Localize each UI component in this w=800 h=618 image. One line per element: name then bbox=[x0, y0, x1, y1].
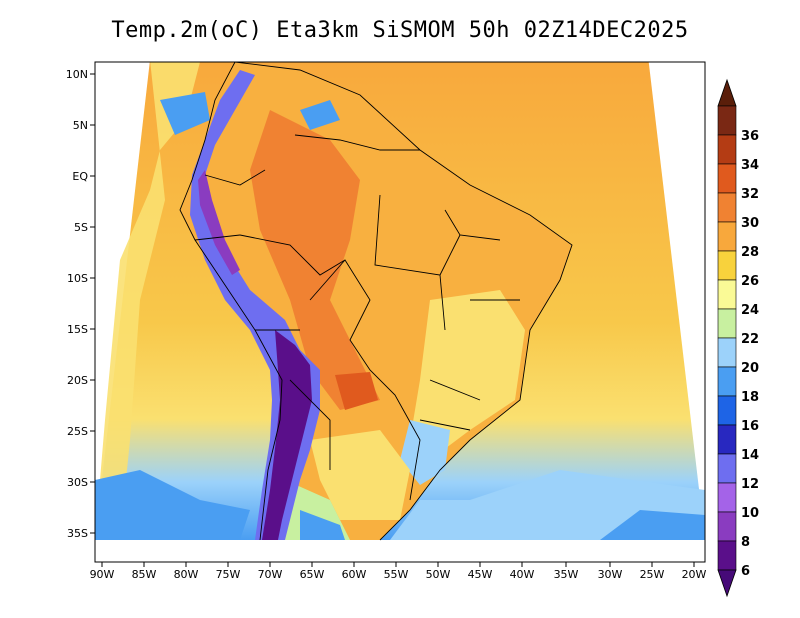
chaco-hot-spot bbox=[335, 372, 378, 410]
colorbar-segment bbox=[717, 163, 737, 194]
pacific-cold-patch bbox=[160, 92, 210, 135]
andes-north-core bbox=[198, 170, 240, 275]
colorbar-level-label: 28 bbox=[741, 245, 759, 260]
lat-label: 15S bbox=[67, 323, 88, 336]
pampas-mild bbox=[310, 430, 410, 520]
temperature-field bbox=[95, 62, 705, 540]
state-borders bbox=[309, 194, 520, 431]
colorbar-level-label: 34 bbox=[741, 158, 759, 173]
colorbar-segment bbox=[717, 482, 737, 513]
colorbar-level-label: 6 bbox=[741, 564, 750, 579]
lon-label: 35W bbox=[554, 568, 579, 581]
andean-borders bbox=[194, 169, 331, 470]
lon-label: 70W bbox=[258, 568, 283, 581]
colorbar-segment bbox=[717, 308, 737, 339]
lat-label: EQ bbox=[72, 170, 88, 183]
colorbar-segment bbox=[717, 134, 737, 165]
lon-label: 50W bbox=[426, 568, 451, 581]
brazil-east-cooler bbox=[410, 290, 525, 460]
colorbar-segment bbox=[717, 453, 737, 484]
lat-label: 5N bbox=[73, 119, 88, 132]
andes-coldest-core bbox=[262, 330, 312, 540]
guiana-cool-patch bbox=[300, 100, 340, 130]
colorbar: 6 8 10 12 14 16 18 20 22 24 26 28 30 32 34 36 bbox=[717, 78, 759, 598]
longitude-axis: 90W 85W 80W 75W 70W 65W 60W 55W 50W 45W … bbox=[90, 562, 707, 581]
lat-label: 10S bbox=[67, 272, 88, 285]
colorbar-level-label: 20 bbox=[741, 361, 759, 376]
map-frame bbox=[94, 61, 706, 563]
lon-label: 65W bbox=[300, 568, 325, 581]
southeast-brazil-cool bbox=[400, 420, 450, 485]
lon-label: 75W bbox=[216, 568, 241, 581]
country-borders bbox=[179, 62, 573, 541]
colorbar-segment bbox=[717, 511, 737, 542]
colorbar-level-label: 24 bbox=[741, 303, 759, 318]
colorbar-level-label: 26 bbox=[741, 274, 759, 289]
lon-label: 55W bbox=[384, 568, 409, 581]
colorbar-segment bbox=[717, 540, 737, 571]
patagonia-cold bbox=[300, 510, 345, 540]
lat-label: 25S bbox=[67, 425, 88, 438]
lat-label: 10N bbox=[66, 68, 88, 81]
pacific-cool-region bbox=[95, 62, 200, 540]
lat-label: 20S bbox=[67, 374, 88, 387]
colorbar-level-label: 10 bbox=[741, 506, 759, 521]
colorbar-level-label: 14 bbox=[741, 448, 759, 463]
lon-label: 25W bbox=[640, 568, 665, 581]
colorbar-top-arrow bbox=[717, 78, 737, 107]
colorbar-level-label: 12 bbox=[741, 477, 759, 492]
coastline bbox=[179, 62, 573, 541]
latitude-axis: 10N 5N EQ 5S 10S 15S 20S 25S 30S 35S bbox=[66, 68, 95, 540]
colorbar-level-label: 36 bbox=[741, 129, 759, 144]
map-title: Temp.2m(oC) Eta3km SiSMOM 50h 02Z14DEC20… bbox=[111, 18, 689, 43]
lon-label: 80W bbox=[174, 568, 199, 581]
lon-label: 40W bbox=[510, 568, 535, 581]
colorbar-level-label: 22 bbox=[741, 332, 759, 347]
colorbar-level-label: 30 bbox=[741, 216, 759, 231]
lon-label: 30W bbox=[598, 568, 623, 581]
lon-label: 60W bbox=[342, 568, 367, 581]
colorbar-level-label: 32 bbox=[741, 187, 759, 202]
colorbar-segment bbox=[717, 424, 737, 455]
colorbar-segment bbox=[717, 250, 737, 281]
hot-interior-region bbox=[250, 110, 380, 410]
colorbar-segment bbox=[717, 337, 737, 368]
colorbar-level-label: 16 bbox=[741, 419, 759, 434]
lat-label: 35S bbox=[67, 527, 88, 540]
colorbar-level-label: 18 bbox=[741, 390, 759, 405]
colorbar-segment bbox=[717, 192, 737, 223]
lon-label: 45W bbox=[468, 568, 493, 581]
colorbar-segment bbox=[717, 395, 737, 426]
lat-label: 5S bbox=[74, 221, 88, 234]
colorbar-segment bbox=[717, 221, 737, 252]
lon-label: 90W bbox=[90, 568, 115, 581]
lon-label: 85W bbox=[132, 568, 157, 581]
colorbar-segment bbox=[717, 366, 737, 397]
colorbar-level-label: 8 bbox=[741, 535, 750, 550]
southern-cold-ocean bbox=[95, 470, 250, 540]
lat-label: 30S bbox=[67, 476, 88, 489]
colorbar-bottom-arrow bbox=[717, 569, 737, 598]
south-atlantic-cold bbox=[600, 510, 705, 540]
colorbar-segment bbox=[717, 279, 737, 310]
lon-label: 20W bbox=[682, 568, 707, 581]
brazil-border bbox=[239, 134, 421, 501]
colorbar-segment bbox=[717, 105, 737, 136]
